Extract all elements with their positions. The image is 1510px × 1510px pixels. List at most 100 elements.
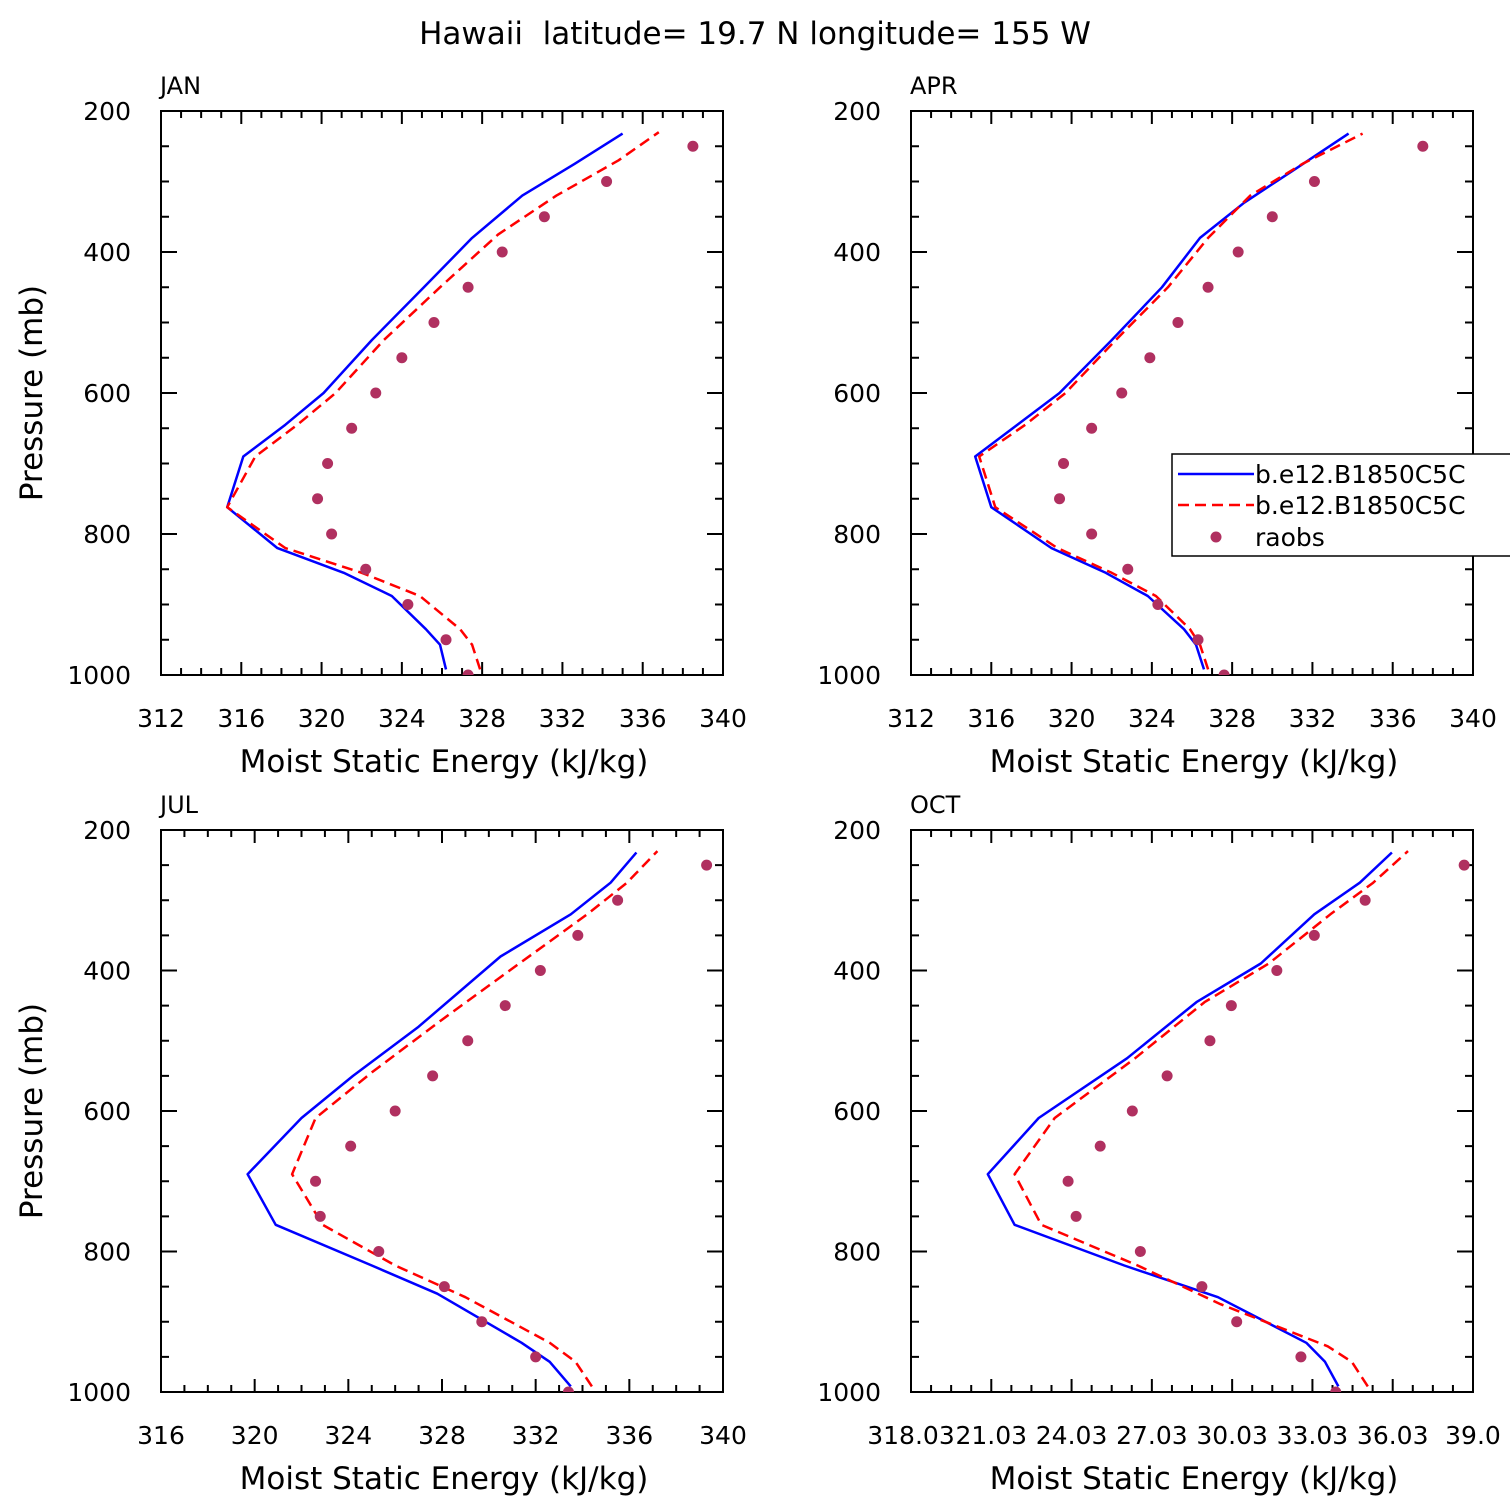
series-line-solid — [986, 851, 1393, 1387]
x-tick-label: 324 — [324, 1421, 372, 1450]
series-line-solid — [246, 851, 638, 1388]
panel-label: JUL — [158, 791, 199, 819]
raobs-point — [1196, 1281, 1208, 1293]
data-layer — [986, 850, 1470, 1392]
raobs-point — [612, 894, 624, 906]
plot-frame — [160, 829, 724, 1393]
y-tick-label: 1000 — [817, 1378, 881, 1407]
panel-apr: 312 316 320 324 328 332 336 340 200 400 600 800 1000… — [817, 72, 1496, 780]
raobs-point — [440, 634, 452, 646]
raobs-point — [373, 1246, 385, 1257]
raobs-point — [1295, 1351, 1307, 1363]
raobs-point — [1144, 352, 1156, 364]
x-tick-label: 21.03 — [955, 1421, 1027, 1450]
x-tick-label: 312 — [137, 704, 185, 733]
series-line-dashed — [977, 132, 1364, 670]
raobs-point — [1359, 894, 1371, 906]
raobs-point — [1308, 929, 1320, 941]
x-tick-label: 336 — [619, 704, 667, 733]
raobs-point — [462, 281, 474, 293]
x-tick-label: 36.03 — [1357, 1421, 1429, 1450]
raobs-point — [1086, 422, 1098, 434]
raobs-point — [1094, 1140, 1106, 1152]
y-tick-label: 800 — [83, 520, 131, 549]
raobs-point — [427, 1070, 439, 1082]
y-tick-label: 600 — [83, 1097, 131, 1126]
y-tick-label: 200 — [833, 97, 881, 126]
legend-label: b.e12.B1850C5C — [1255, 460, 1466, 489]
x-axis-label: Moist Static Energy (kJ/kg) — [240, 1461, 649, 1497]
x-tick-label: 332 — [1289, 704, 1337, 733]
raobs-point — [346, 422, 358, 434]
raobs-point — [1458, 859, 1470, 871]
y-tick-label: 1000 — [67, 661, 131, 690]
data-layer — [973, 132, 1429, 675]
panel-jul: 316 320 324 328 332 336 340 200 400 600 800 1000 JUL… — [14, 791, 747, 1497]
raobs-point — [1134, 1246, 1146, 1257]
raobs-point — [1417, 140, 1429, 152]
raobs-point — [1308, 176, 1320, 187]
x-tick-label: 320 — [298, 704, 346, 733]
raobs-point — [496, 246, 508, 258]
legend-label: raobs — [1255, 523, 1325, 552]
x-tick-label: 33.03 — [1277, 1421, 1349, 1450]
x-tick-label: 30.03 — [1196, 1421, 1268, 1450]
series-line-dashed — [290, 850, 659, 1388]
x-axis-label: Moist Static Energy (kJ/kg) — [990, 744, 1399, 780]
raobs-point — [562, 1386, 574, 1392]
x-tick-label: 320 — [231, 1421, 279, 1450]
series-line-solid — [225, 132, 624, 670]
raobs-point — [402, 599, 414, 610]
x-tick-label: 316 — [217, 704, 265, 733]
raobs-point — [389, 1105, 401, 1117]
x-tick-label: 340 — [699, 704, 747, 733]
raobs-point — [326, 528, 338, 540]
raobs-point — [370, 387, 382, 399]
legend-box — [1171, 453, 1510, 557]
x-tick-label: 336 — [1369, 704, 1417, 733]
y-tick-label: 800 — [83, 1238, 131, 1267]
raobs-point — [360, 563, 372, 575]
x-tick-label: 340 — [1449, 704, 1497, 733]
raobs-point — [1152, 599, 1164, 610]
raobs-point — [312, 493, 324, 505]
raobs-point — [499, 1000, 511, 1012]
raobs-point — [1161, 1070, 1173, 1082]
data-layer — [225, 131, 699, 675]
raobs-point — [1266, 211, 1278, 223]
raobs-point — [601, 176, 613, 187]
y-axis-label: Pressure (mb) — [14, 285, 50, 501]
raobs-point — [310, 1175, 322, 1187]
raobs-point — [534, 965, 546, 976]
panel-oct: 318.03 21.03 24.03 27.03 30.03 33.03 36.03 39.0… — [817, 791, 1500, 1497]
raobs-point — [538, 211, 550, 223]
raobs-point — [572, 929, 584, 941]
raobs-point — [396, 352, 408, 364]
plot-frame — [160, 110, 724, 676]
y-tick-label: 400 — [83, 957, 131, 986]
x-tick-label: 39.0 — [1445, 1421, 1501, 1450]
x-axis-label: Moist Static Energy (kJ/kg) — [990, 1461, 1399, 1497]
series-line-dashed — [1013, 850, 1409, 1388]
raobs-point — [1122, 563, 1134, 575]
legend-label: b.e12.B1850C5C — [1255, 491, 1466, 520]
x-tick-label: 24.03 — [1036, 1421, 1108, 1450]
panel-label: APR — [910, 72, 958, 100]
y-tick-label: 200 — [833, 816, 881, 845]
panel-label: JAN — [158, 72, 201, 100]
y-tick-label: 800 — [833, 1238, 881, 1267]
y-axis-label: Pressure (mb) — [14, 1003, 50, 1219]
raobs-point — [1058, 458, 1070, 469]
panel-jan: 312 316 320 324 328 332 336 340 200 400 600 800 1000… — [14, 72, 747, 780]
y-tick-label: 1000 — [817, 661, 881, 690]
y-tick-label: 400 — [833, 238, 881, 267]
raobs-point — [1202, 281, 1214, 293]
raobs-point — [1062, 1175, 1074, 1187]
x-tick-label: 328 — [1208, 704, 1256, 733]
raobs-point — [476, 1316, 488, 1328]
raobs-point — [1086, 528, 1098, 540]
y-tick-label: 400 — [83, 238, 131, 267]
x-tick-label: 332 — [512, 1421, 560, 1450]
raobs-point — [1070, 1210, 1082, 1222]
